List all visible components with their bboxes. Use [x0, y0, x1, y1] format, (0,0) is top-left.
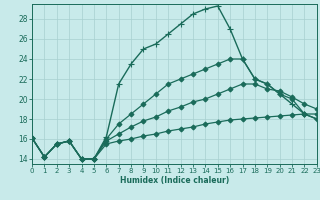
X-axis label: Humidex (Indice chaleur): Humidex (Indice chaleur) — [120, 176, 229, 185]
